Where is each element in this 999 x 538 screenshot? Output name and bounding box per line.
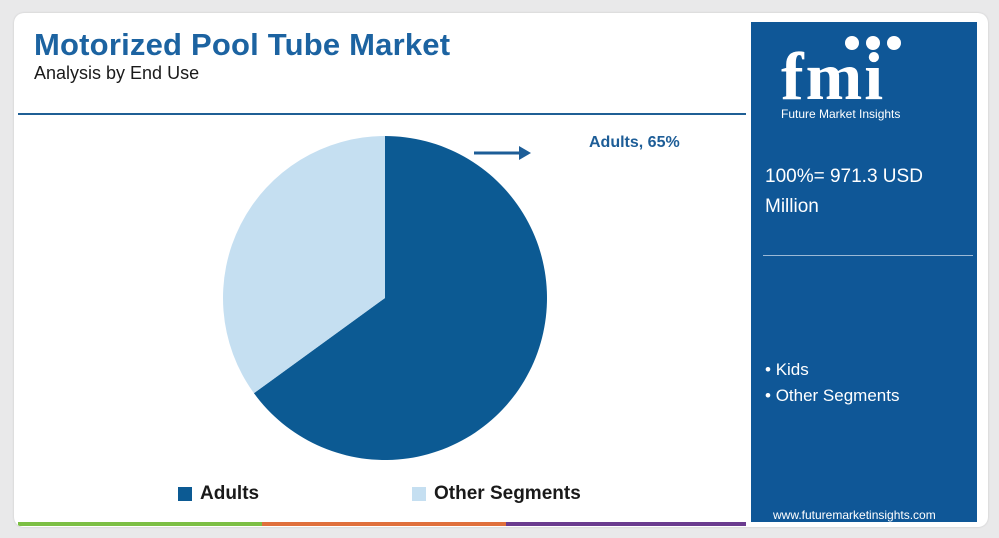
person-icon <box>887 36 901 50</box>
chart-subtitle: Analysis by End Use <box>34 63 200 83</box>
segment-item-kids: Kids <box>765 357 899 383</box>
pie-slice-other-segments <box>222 136 385 394</box>
logo-people-icons <box>845 36 901 50</box>
legend-item-other-segments: Other Segments <box>412 483 581 505</box>
panel-divider <box>763 255 973 256</box>
person-icon <box>845 36 859 50</box>
legend-label-adults: Adults <box>200 483 260 504</box>
logo-caption: Future Market Insights <box>781 107 901 121</box>
market-total: 100%= 971.3 USD Million <box>765 166 923 217</box>
title-divider <box>18 113 746 115</box>
segment-list: Kids Other Segments <box>765 357 900 409</box>
pie-slice-adults <box>253 136 547 460</box>
pie-chart <box>222 136 547 460</box>
slice-label-adults: Adults, 65% <box>589 134 680 151</box>
segment-item-other: Other Segments <box>765 383 900 409</box>
website-url: www.futuremarketinsights.com <box>773 508 936 522</box>
logo: fmi <box>781 38 886 114</box>
legend-item-adults: Adults <box>178 483 259 505</box>
footer-bar-green <box>18 522 262 526</box>
legend-swatch-other-segments <box>412 487 426 501</box>
callout-arrow <box>474 146 531 160</box>
footer-bar-purple <box>506 522 746 526</box>
person-icon <box>866 36 880 50</box>
footer-bar-orange <box>262 522 506 526</box>
chart-title: Motorized Pool Tube Market <box>34 27 451 62</box>
chart-card: Motorized Pool Tube Market Analysis by E… <box>14 13 988 527</box>
legend-swatch-adults <box>178 487 192 501</box>
info-panel: fmi Future Market Insights 100%= 971.3 U… <box>751 22 977 522</box>
legend-label-other-segments: Other Segments <box>434 483 581 504</box>
